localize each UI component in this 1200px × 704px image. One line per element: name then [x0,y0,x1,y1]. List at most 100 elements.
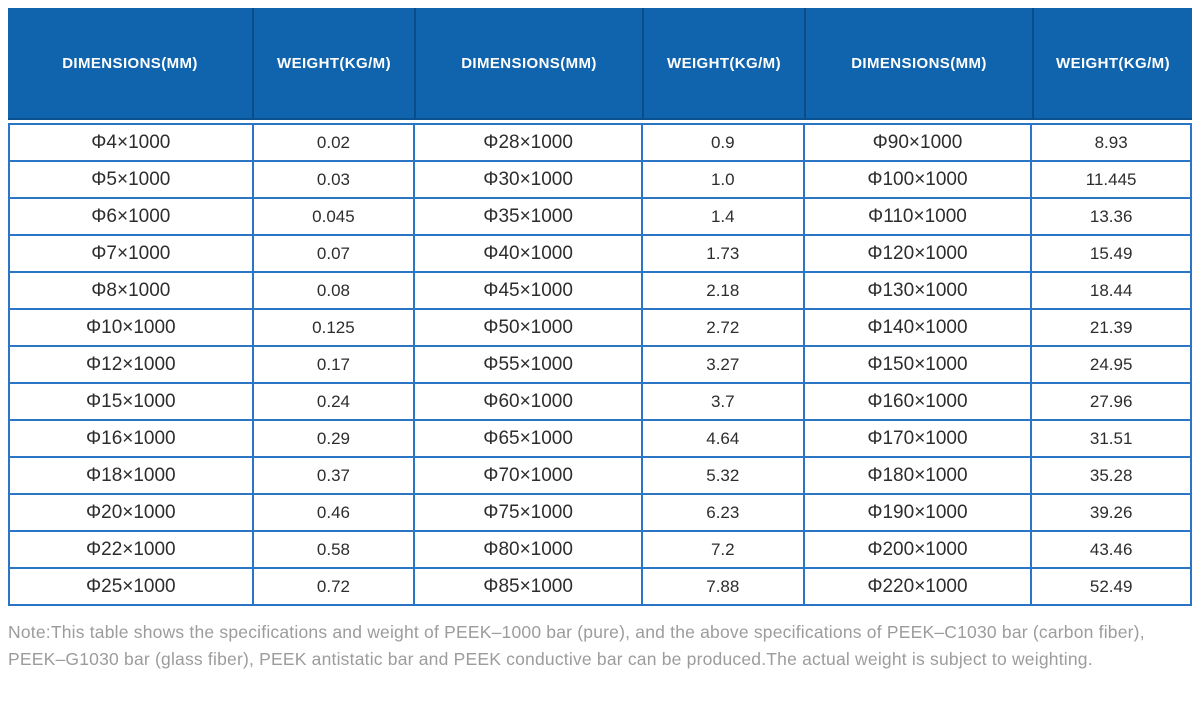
weight-cell: 21.39 [1030,308,1192,347]
table-row: Φ8×1000 0.08 Φ45×1000 2.18 Φ130×1000 18.44 [8,271,1192,310]
dimension-cell: Φ7×1000 [8,234,254,273]
dimension-cell: Φ20×1000 [8,493,254,532]
dimension-cell: Φ190×1000 [802,493,1033,532]
spec-table: Φ4×1000 0.02 Φ28×1000 0.9 Φ90×1000 8.93 Φ5×100… [8,123,1192,606]
weight-cell: 0.08 [251,271,416,310]
dimension-cell: Φ35×1000 [413,197,643,236]
dimension-cell: Φ85×1000 [413,567,643,606]
weight-cell: 43.46 [1030,530,1192,569]
dimension-cell: Φ110×1000 [802,197,1033,236]
dimension-cell: Φ60×1000 [413,382,643,421]
weight-cell: 24.95 [1030,345,1192,384]
dimension-cell: Φ12×1000 [8,345,254,384]
header-weight-1: WEIGHT(KG/M) [252,8,414,118]
header-dimensions-1: DIMENSIONS(MM) [62,54,198,72]
dimension-cell: Φ120×1000 [802,234,1033,273]
weight-cell: 2.18 [640,271,805,310]
dimension-cell: Φ15×1000 [8,382,254,421]
table-row: Φ4×1000 0.02 Φ28×1000 0.9 Φ90×1000 8.93 [8,123,1192,162]
header-weight-3: WEIGHT(KG/M) [1032,8,1192,118]
dimension-cell: Φ140×1000 [802,308,1033,347]
dimension-cell: Φ45×1000 [413,271,643,310]
weight-cell: 1.73 [640,234,805,273]
dimension-cell: Φ180×1000 [802,456,1033,495]
weight-cell: 27.96 [1030,382,1192,421]
dimension-cell: Φ10×1000 [8,308,254,347]
dimension-cell: Φ6×1000 [8,197,254,236]
table-row: Φ12×1000 0.17 Φ55×1000 3.27 Φ150×1000 24.95 [8,345,1192,384]
weight-cell: 35.28 [1030,456,1192,495]
weight-cell: 0.125 [251,308,416,347]
weight-cell: 39.26 [1030,493,1192,532]
dimension-cell: Φ30×1000 [413,160,643,199]
weight-cell: 15.49 [1030,234,1192,273]
weight-cell: 0.07 [251,234,416,273]
table-row: Φ16×1000 0.29 Φ65×1000 4.64 Φ170×1000 31.51 [8,419,1192,458]
header-weight-2: WEIGHT(KG/M) [642,8,804,118]
weight-cell: 0.46 [251,493,416,532]
dimension-cell: Φ100×1000 [802,160,1033,199]
weight-cell: 2.72 [640,308,805,347]
dimension-cell: Φ8×1000 [8,271,254,310]
dimension-cell: Φ65×1000 [413,419,643,458]
spec-table-section: DIMENSIONS(MM) WEIGHT(KG/M) DIMENSIONS(M… [8,8,1192,691]
weight-cell: 5.32 [640,456,805,495]
table-row: Φ20×1000 0.46 Φ75×1000 6.23 Φ190×1000 39.26 [8,493,1192,532]
dimension-cell: Φ80×1000 [413,530,643,569]
weight-cell: 52.49 [1030,567,1192,606]
dimension-cell: Φ50×1000 [413,308,643,347]
weight-cell: 0.58 [251,530,416,569]
weight-cell: 7.2 [640,530,805,569]
note-text: Note:This table shows the specifications… [8,622,1145,669]
weight-cell: 18.44 [1030,271,1192,310]
weight-cell: 0.9 [640,123,805,162]
table-row: Φ25×1000 0.72 Φ85×1000 7.88 Φ220×1000 52.49 [8,567,1192,606]
dimension-cell: Φ40×1000 [413,234,643,273]
weight-cell: 7.88 [640,567,805,606]
dimension-cell: Φ70×1000 [413,456,643,495]
header-dimensions-3: DIMENSIONS(MM) [803,8,1032,118]
weight-cell: 0.03 [251,160,416,199]
dimension-cell: Φ170×1000 [802,419,1033,458]
weight-cell: 6.23 [640,493,805,532]
weight-cell: 31.51 [1030,419,1192,458]
weight-cell: 4.64 [640,419,805,458]
weight-cell: 13.36 [1030,197,1192,236]
weight-cell: 0.29 [251,419,416,458]
dimension-cell: Φ130×1000 [802,271,1033,310]
weight-cell: 0.17 [251,345,416,384]
dimension-cell: Φ55×1000 [413,345,643,384]
header-dimensions-2: DIMENSIONS(MM) [413,8,642,118]
weight-cell: 8.93 [1030,123,1192,162]
weight-cell: 3.7 [640,382,805,421]
dimension-cell: Φ4×1000 [8,123,254,162]
weight-cell: 0.02 [251,123,416,162]
dimension-cell: Φ160×1000 [802,382,1033,421]
dimension-cell: Φ16×1000 [8,419,254,458]
dimension-cell: Φ150×1000 [802,345,1033,384]
weight-cell: 0.37 [251,456,416,495]
dimension-cell: Φ90×1000 [802,123,1033,162]
table-header-row: DIMENSIONS(MM) WEIGHT(KG/M) DIMENSIONS(M… [8,8,1192,120]
dimension-cell: Φ18×1000 [8,456,254,495]
weight-cell: 3.27 [640,345,805,384]
table-row: Φ18×1000 0.37 Φ70×1000 5.32 Φ180×1000 35.28 [8,456,1192,495]
dimension-cell: Φ220×1000 [802,567,1033,606]
table-row: Φ5×1000 0.03 Φ30×1000 1.0 Φ100×1000 11.445 [8,160,1192,199]
dimension-cell: Φ22×1000 [8,530,254,569]
dimension-cell: Φ28×1000 [413,123,643,162]
weight-cell: 1.4 [640,197,805,236]
dimension-cell: Φ75×1000 [413,493,643,532]
table-body: Φ4×1000 0.02 Φ28×1000 0.9 Φ90×1000 8.93 Φ5×100… [8,123,1192,606]
table-row: Φ7×1000 0.07 Φ40×1000 1.73 Φ120×1000 15.49 [8,234,1192,273]
dimension-cell: Φ200×1000 [802,530,1033,569]
weight-cell: 0.045 [251,197,416,236]
dimension-cell: Φ25×1000 [8,567,254,606]
weight-cell: 0.24 [251,382,416,421]
table-row: Φ6×1000 0.045 Φ35×1000 1.4 Φ110×1000 13.36 [8,197,1192,236]
weight-cell: 0.72 [251,567,416,606]
dimension-cell: Φ5×1000 [8,160,254,199]
table-row: Φ10×1000 0.125 Φ50×1000 2.72 Φ140×1000 21.39 [8,308,1192,347]
table-row: Φ22×1000 0.58 Φ80×1000 7.2 Φ200×1000 43.46 [8,530,1192,569]
table-row: Φ15×1000 0.24 Φ60×1000 3.7 Φ160×1000 27.96 [8,382,1192,421]
